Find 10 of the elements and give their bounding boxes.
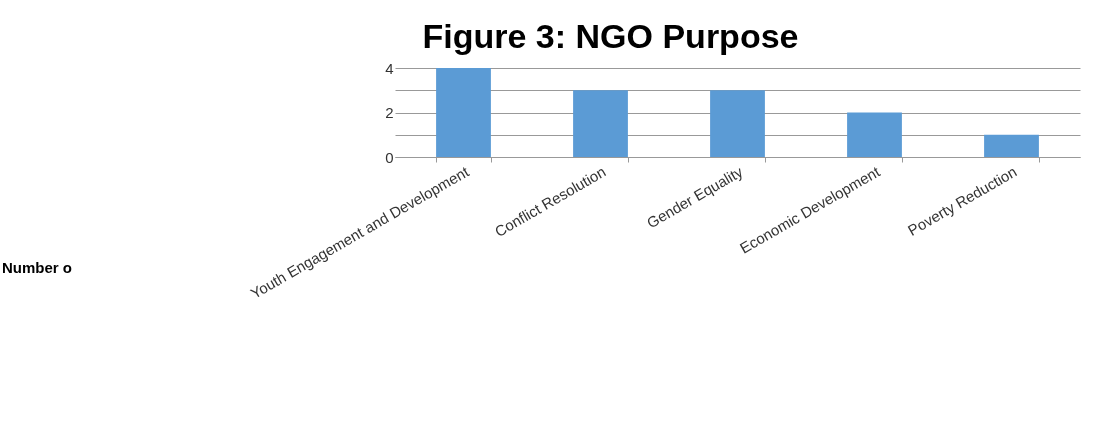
y-tick-label: 2 bbox=[385, 104, 394, 121]
bar bbox=[710, 90, 765, 157]
text: Number o bbox=[2, 259, 73, 276]
y-tick-label: 0 bbox=[385, 148, 394, 166]
bar bbox=[573, 90, 628, 157]
bar bbox=[984, 134, 1039, 157]
bar bbox=[847, 112, 902, 157]
y-tick-label: 4 bbox=[385, 59, 394, 77]
chart-title: Figure 3: NGO Purpose bbox=[422, 17, 799, 55]
bar bbox=[436, 68, 491, 157]
